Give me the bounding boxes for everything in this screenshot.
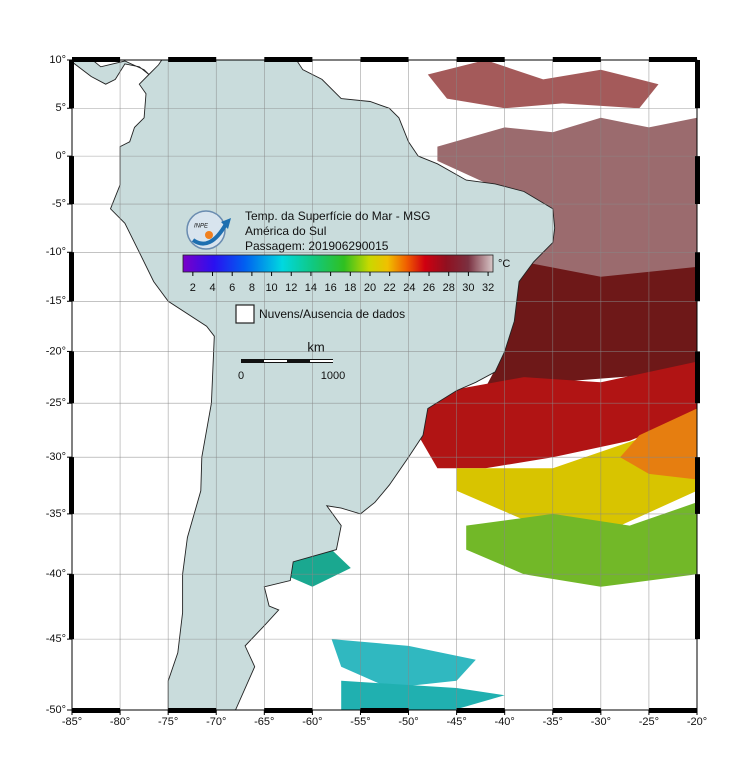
scale-bar-segment <box>310 360 333 362</box>
lon-tick-label: -70° <box>206 716 226 728</box>
scale-label: 0 <box>238 370 244 382</box>
lon-tick-label: -45° <box>446 716 466 728</box>
scale-unit: km <box>307 339 324 354</box>
frame-bar <box>648 57 697 62</box>
sst-patch <box>341 680 505 710</box>
colorbar-tick-label: 2 <box>190 282 196 294</box>
lon-tick-label: -20° <box>687 716 707 728</box>
title-line: América do Sul <box>245 224 326 238</box>
frame-bar <box>552 708 601 713</box>
lon-tick-label: -85° <box>62 716 82 728</box>
frame-bar <box>552 57 601 62</box>
frame-bar <box>69 574 74 640</box>
colorbar-tick-label: 32 <box>482 282 494 294</box>
title-line: Passagem: 201906290015 <box>245 239 389 253</box>
colorbar-tick-label: 4 <box>209 282 215 294</box>
frame-bar <box>168 708 217 713</box>
lat-tick-label: 5° <box>55 102 66 114</box>
frame-bar <box>72 708 121 713</box>
frame-bar <box>264 57 313 62</box>
sst-patch <box>437 117 697 282</box>
frame-bar <box>456 708 505 713</box>
colorbar-tick-label: 26 <box>423 282 435 294</box>
frame-bar <box>264 708 313 713</box>
frame-bar <box>456 57 505 62</box>
colorbar-tick-label: 18 <box>344 282 356 294</box>
lon-tick-label: -30° <box>591 716 611 728</box>
logo-arrow <box>191 222 228 246</box>
sst-patch <box>331 639 476 688</box>
colorbar-tick-label: 24 <box>403 282 415 294</box>
frame-bar <box>69 60 74 109</box>
colorbar-tick-label: 14 <box>305 282 317 294</box>
colorbar-tick-label: 22 <box>384 282 396 294</box>
frame-bar <box>648 708 697 713</box>
legend-box: INPE Temp. da Superfície do Mar - MSG Am… <box>182 209 510 382</box>
lat-tick-label: -45° <box>46 633 66 645</box>
colorbar-unit: °C <box>498 258 510 270</box>
frame-bar <box>360 57 409 62</box>
logo-arrowhead <box>221 218 231 229</box>
colorbar-tick-label: 6 <box>229 282 235 294</box>
sst-patch <box>418 361 697 469</box>
sst-patch <box>620 408 697 480</box>
frame-bar <box>695 156 700 205</box>
frame-bar <box>695 351 700 404</box>
lon-tick-label: -55° <box>350 716 370 728</box>
map-frame <box>67 57 700 715</box>
no-data-label: Nuvens/Ausencia de dados <box>259 307 405 321</box>
lat-tick-label: -10° <box>46 246 66 258</box>
lon-tick-label: -50° <box>398 716 418 728</box>
colorbar-tick-label: 30 <box>462 282 474 294</box>
title-line: Temp. da Superfície do Mar - MSG <box>245 209 430 223</box>
frame-bar <box>168 57 217 62</box>
scale-bar-segment <box>264 360 287 362</box>
sst-patch <box>485 262 697 388</box>
lat-tick-label: -30° <box>46 451 66 463</box>
lon-tick-label: -65° <box>254 716 274 728</box>
lon-tick-label: -75° <box>158 716 178 728</box>
frame-bar <box>695 60 700 109</box>
frame-bar <box>69 351 74 404</box>
frame-bar <box>69 156 74 205</box>
lon-tick-label: -25° <box>639 716 659 728</box>
logo-text: INPE <box>194 224 209 230</box>
lon-tick-label: -35° <box>543 716 563 728</box>
frame-bar <box>69 252 74 302</box>
frame-bar <box>72 57 121 62</box>
lat-tick-label: -50° <box>46 704 66 716</box>
frame-bar <box>695 252 700 302</box>
lat-tick-label: -15° <box>46 295 66 307</box>
lat-tick-label: -25° <box>46 397 66 409</box>
lon-tick-label: -40° <box>495 716 515 728</box>
lat-tick-label: -40° <box>46 568 66 580</box>
colorbar-tick-label: 12 <box>285 282 297 294</box>
frame-bar <box>69 457 74 514</box>
land <box>72 60 150 85</box>
lat-tick-label: -20° <box>46 345 66 357</box>
sst-patch <box>466 502 697 587</box>
scale-label: 1000 <box>321 370 345 382</box>
lat-tick-label: -5° <box>52 198 66 210</box>
frame-bar <box>695 574 700 640</box>
colorbar-tick-label: 8 <box>249 282 255 294</box>
colorbar-tick-label: 16 <box>324 282 336 294</box>
lon-tick-label: -60° <box>302 716 322 728</box>
frame-bar <box>360 708 409 713</box>
lat-tick-label: 10° <box>49 54 66 66</box>
logo-dot <box>205 231 213 239</box>
no-data-swatch <box>235 304 255 324</box>
colorbar <box>182 254 494 273</box>
lat-tick-label: 0° <box>55 150 66 162</box>
colorbar-tick-label: 28 <box>443 282 455 294</box>
lat-tick-label: -35° <box>46 508 66 520</box>
map-area <box>72 60 697 710</box>
frame-bar <box>695 457 700 514</box>
colorbar-tick-label: 10 <box>265 282 277 294</box>
lon-tick-label: -80° <box>110 716 130 728</box>
colorbar-tick-label: 20 <box>364 282 376 294</box>
